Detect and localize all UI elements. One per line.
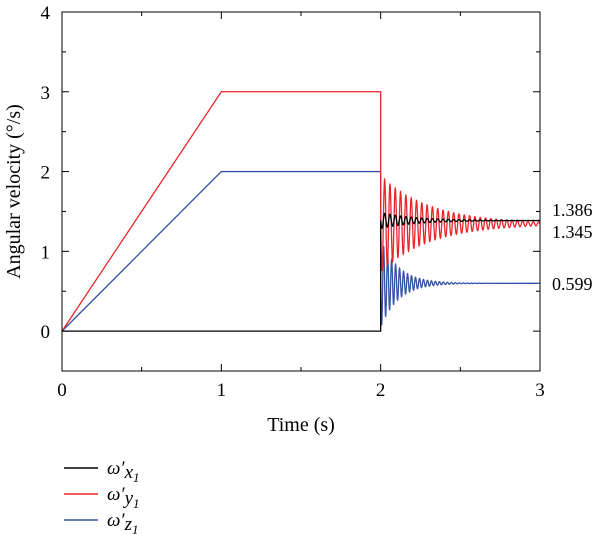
x-tick-label: 0 [57, 380, 67, 401]
y-axis-label: Angular velocity (°/s) [3, 104, 25, 279]
legend: ω′x1ω′y1ω′z1 [64, 458, 140, 534]
x-tick-label: 2 [376, 380, 386, 401]
ticks-layer: 0 1 2 3 0 1 2 3 4 [41, 3, 545, 401]
y-tick-label: 0 [41, 322, 51, 343]
series-line-1 [61, 91, 541, 332]
legend-label: ω′z1 [107, 510, 138, 534]
legend-label: ω′x1 [107, 458, 140, 485]
series-line-0 [62, 212, 541, 332]
series-layer [61, 91, 541, 332]
plot-frame [61, 11, 541, 372]
y-tick-label: 2 [41, 163, 51, 184]
y-tick-label: 3 [41, 83, 51, 104]
y-tick-label: 4 [41, 3, 51, 24]
series-line-2 [61, 170, 540, 332]
x-tick-label: 3 [535, 380, 545, 401]
x-axis-label: Time (s) [267, 414, 335, 436]
legend-label: ω′y1 [107, 484, 140, 511]
x-tick-label: 1 [217, 380, 227, 401]
y-tick-label: 1 [41, 242, 51, 263]
end-value-label: 1.345 [552, 222, 593, 242]
end-value-label: 1.386 [552, 200, 593, 220]
end-value-label: 0.599 [552, 274, 593, 294]
